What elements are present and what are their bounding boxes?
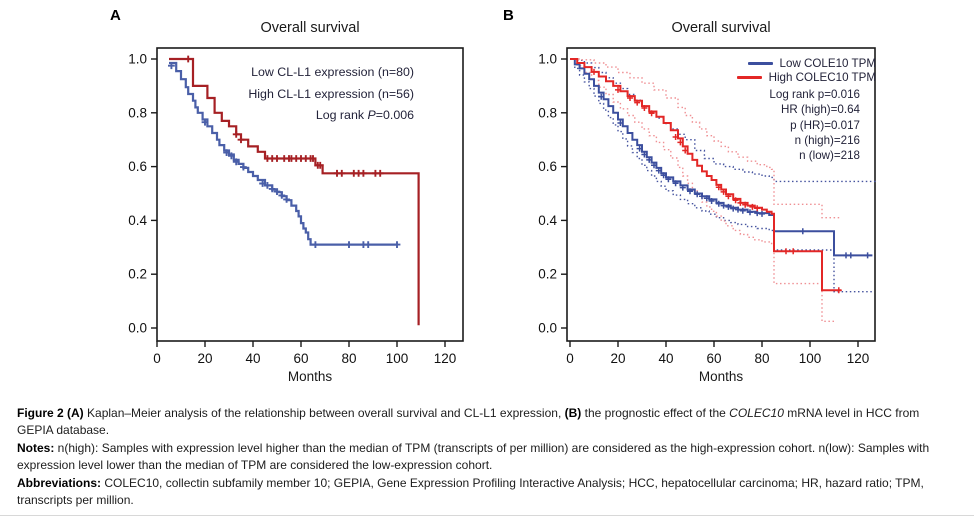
x-tick-label: 40 <box>658 351 673 366</box>
km-curve <box>169 57 420 326</box>
caption-line-5: Abbreviations: COLEC10, collectin subfam… <box>17 475 924 490</box>
plot-frame <box>156 47 464 342</box>
x-tick-label: 20 <box>197 351 212 366</box>
y-tick-label: 1.0 <box>128 52 147 67</box>
stat-n-high: n (high)=216 <box>794 133 860 147</box>
panel-a-label: A <box>110 7 121 24</box>
panel-b-xlabel: Months <box>698 369 744 384</box>
panel-b-legend-low: Low COLE10 TPM <box>779 56 876 70</box>
panel-b-legend-high: High COLEC10 TPM <box>768 71 876 85</box>
stat-n-low: n (low)=218 <box>799 149 860 163</box>
panel-b-legend: Low COLE10 TPM High COLEC10 TPM <box>736 56 876 86</box>
caption-line-4: expression level lower than the median o… <box>17 458 493 473</box>
x-tick-label: 80 <box>754 351 769 366</box>
bottom-divider <box>0 515 974 516</box>
caption-line-1: Figure 2 (A) Kaplan–Meier analysis of th… <box>17 406 920 420</box>
panel-a-title: Overall survival <box>260 20 360 36</box>
km-chart-panel-a: 1.0 0.8 0.6 0.4 0.2 0.0 0 20 40 60 80 100 120 <box>128 47 464 366</box>
panel-b-title: Overall survival <box>671 20 771 36</box>
x-tick-label: 120 <box>847 351 870 366</box>
panel-a-legend-low: Low CL-L1 expression (n=80) <box>251 65 414 79</box>
y-tick-label: 0.4 <box>128 213 147 228</box>
panel-b-legend-row-low: Low COLE10 TPM <box>737 56 876 71</box>
y-tick-label: 0.8 <box>538 105 557 120</box>
stat-hr: HR (high)=0.64 <box>781 103 860 117</box>
x-axis: 0 20 40 60 80 100 120 <box>566 341 869 366</box>
censor-marks <box>598 93 871 259</box>
plot-frame <box>566 47 876 342</box>
stat-p-hr: p (HR)=0.017 <box>790 118 860 132</box>
x-tick-label: 0 <box>566 351 574 366</box>
censor-marks <box>184 55 384 177</box>
panel-b-stats: Log rank p=0.016 HR (high)=0.64 p (HR)=0… <box>769 87 860 163</box>
y-axis: 1.0 0.8 0.6 0.4 0.2 0.0 <box>128 52 157 336</box>
x-tick-label: 100 <box>386 351 409 366</box>
y-tick-label: 0.2 <box>538 267 557 282</box>
high-line-swatch <box>736 76 762 80</box>
km-chart-panel-b: 1.0 0.8 0.6 0.4 0.2 0.0 0 20 40 60 80 100 120 <box>538 47 878 366</box>
y-tick-label: 1.0 <box>538 52 557 67</box>
y-tick-label: 0.6 <box>538 159 557 174</box>
y-tick-label: 0.2 <box>128 267 147 282</box>
y-tick-label: 0.4 <box>538 213 557 228</box>
y-tick-label: 0.6 <box>128 159 147 174</box>
y-tick-label: 0.8 <box>128 105 147 120</box>
x-tick-label: 100 <box>799 351 822 366</box>
stat-logrank: Log rank p=0.016 <box>769 88 860 101</box>
caption-line-3: Notes: n(high): Samples with expression … <box>17 440 930 455</box>
y-tick-label: 0.0 <box>128 321 147 336</box>
x-tick-label: 60 <box>293 351 308 366</box>
x-tick-label: 120 <box>434 351 457 366</box>
x-tick-label: 20 <box>610 351 625 366</box>
caption-line-6: transcripts per million. <box>17 493 134 508</box>
x-tick-label: 0 <box>153 351 161 366</box>
panel-a-legend-high: High CL-L1 expression (n=56) <box>248 86 414 101</box>
y-tick-label: 0.0 <box>538 321 557 336</box>
low-line-swatch <box>747 61 773 65</box>
km-curve <box>570 58 842 219</box>
km-curve <box>570 58 878 183</box>
panel-b-legend-row-high: High COLEC10 TPM <box>736 71 876 86</box>
panel-a-logrank: Log rank P=0.006 <box>315 108 414 122</box>
censor-marks <box>591 68 842 294</box>
x-tick-label: 80 <box>341 351 356 366</box>
panel-a-xlabel: Months <box>287 369 333 384</box>
x-tick-label: 40 <box>245 351 260 366</box>
panel-a-legend: Low CL-L1 expression (n=80) High CL-L1 e… <box>248 62 414 127</box>
km-curve <box>570 58 837 322</box>
km-charts-canvas: 1.0 0.8 0.6 0.4 0.2 0.0 0 20 40 60 80 100 120 1.0 0.8 0… <box>128 47 878 366</box>
x-axis: 0 20 40 60 80 100 120 <box>153 341 456 366</box>
figure-caption: Figure 2 (A) Kaplan–Meier analysis of th… <box>17 405 967 509</box>
y-axis: 1.0 0.8 0.6 0.4 0.2 0.0 <box>538 52 567 336</box>
panel-b-label: B <box>503 7 514 24</box>
caption-line-2: GEPIA database. <box>17 423 110 438</box>
censor-marks <box>168 62 401 248</box>
x-tick-label: 60 <box>706 351 721 366</box>
km-curve <box>570 58 873 293</box>
